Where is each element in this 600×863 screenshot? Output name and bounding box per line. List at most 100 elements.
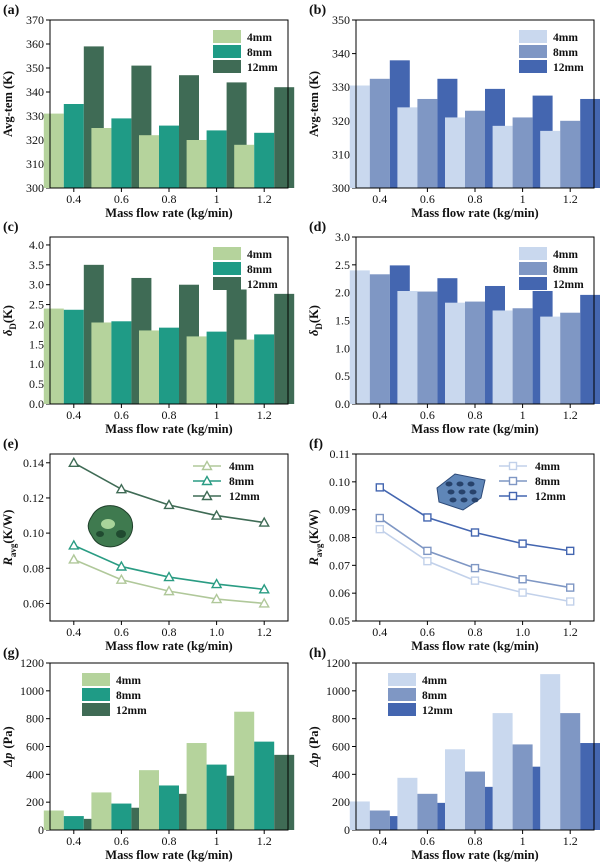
x-tick-label: 1.2 bbox=[563, 625, 578, 639]
x-tick-label: 0.4 bbox=[372, 408, 387, 422]
data-point bbox=[470, 576, 480, 585]
legend-swatch bbox=[213, 60, 241, 73]
x-tick-label: 1.2 bbox=[563, 192, 578, 206]
y-tick-label: 370 bbox=[26, 13, 44, 27]
bar bbox=[254, 741, 275, 830]
bar bbox=[445, 749, 465, 830]
x-tick-label: 0.8 bbox=[468, 834, 483, 848]
y-tick-label: 0.08 bbox=[329, 531, 350, 545]
y-axis-label-main: δ bbox=[1, 329, 15, 336]
bar bbox=[159, 785, 179, 830]
y-tick-label: 1200 bbox=[20, 656, 44, 670]
bar bbox=[540, 130, 561, 188]
y-tick-label: 3.0 bbox=[29, 278, 44, 292]
x-tick-label: 0.8 bbox=[468, 625, 483, 639]
y-tick-label: 300 bbox=[332, 181, 350, 195]
x-tick-label: 0.8 bbox=[162, 192, 177, 206]
y-tick-label: 0.09 bbox=[329, 503, 350, 517]
y-tick-label: 800 bbox=[332, 712, 350, 726]
bar bbox=[492, 310, 513, 404]
legend-swatch bbox=[213, 277, 241, 290]
y-axis-label: Δp (Pa) bbox=[307, 726, 321, 767]
y-axis-label-sub: D bbox=[8, 323, 18, 330]
x-axis-label: Mass flow rate (kg/min) bbox=[411, 206, 538, 220]
legend-swatch bbox=[388, 688, 416, 701]
y-tick-label: 1200 bbox=[326, 656, 350, 670]
y-tick-label: 400 bbox=[332, 767, 350, 781]
bar bbox=[186, 743, 207, 830]
y-tick-label: 4.0 bbox=[29, 238, 44, 252]
x-tick-label: 0.6 bbox=[420, 625, 435, 639]
y-tick-label: 0.12 bbox=[23, 491, 44, 505]
plot-frame bbox=[49, 19, 289, 189]
y-tick-label: 3.5 bbox=[29, 258, 44, 272]
y-tick-label: 1.5 bbox=[29, 337, 44, 351]
x-tick-label: 0.6 bbox=[420, 834, 435, 848]
y-tick-label: 1000 bbox=[20, 684, 44, 698]
lattice-hole bbox=[116, 530, 126, 538]
bar bbox=[492, 713, 513, 830]
y-axis-label-main: Avg-tem (K) bbox=[1, 71, 15, 137]
x-tick-label: 0.6 bbox=[114, 408, 129, 422]
x-tick-label: 0.6 bbox=[420, 192, 435, 206]
y-tick-label: 0.06 bbox=[23, 596, 44, 610]
legend-label: 12mm bbox=[116, 705, 147, 717]
x-tick-label: 0.4 bbox=[372, 834, 387, 848]
bar bbox=[234, 339, 255, 404]
data-point bbox=[115, 560, 128, 571]
y-axis-label-sub: avg bbox=[314, 543, 324, 557]
data-point bbox=[375, 483, 384, 492]
legend-label: 12mm bbox=[422, 705, 453, 717]
bar bbox=[254, 132, 275, 188]
bar bbox=[465, 301, 485, 404]
bar bbox=[274, 293, 295, 404]
x-axis-label: Mass flow rate (kg/min) bbox=[411, 848, 538, 862]
panel-label: (c) bbox=[3, 220, 19, 235]
x-axis-label: Mass flow rate (kg/min) bbox=[105, 639, 232, 653]
legend-swatch bbox=[213, 262, 241, 275]
bar bbox=[369, 810, 390, 830]
bar bbox=[492, 125, 513, 188]
bar bbox=[417, 291, 438, 404]
y-axis-label-unit: (Pa) bbox=[307, 726, 321, 748]
legend-label: 4mm bbox=[247, 32, 272, 44]
y-tick-label: 1.5 bbox=[335, 314, 350, 328]
legend-label: 8mm bbox=[116, 690, 141, 702]
y-axis-label-main: R bbox=[307, 557, 321, 566]
series-line bbox=[73, 558, 265, 605]
series-line bbox=[73, 544, 265, 591]
legend-label: 8mm bbox=[422, 690, 447, 702]
y-axis-label: Avg-tem (K) bbox=[307, 71, 321, 137]
y-axis-label-main: Δp bbox=[307, 753, 321, 768]
chart-panel: (f) 0.05 0.06 0.07 0.08 0.09 0.10 0.11 Ravg(K/W)… bbox=[307, 437, 595, 653]
y-tick-label: 0.06 bbox=[329, 586, 350, 600]
y-axis-label: Δp (Pa) bbox=[1, 726, 15, 767]
y-tick-label: 0.10 bbox=[23, 526, 44, 540]
chart-panel: (e) 0.06 0.08 0.10 0.12 0.14 Ravg(K/W) Mass flo… bbox=[1, 437, 289, 653]
chart-panel: (g) 0 200 400 600 800 1000 1200 Δp (Pa) Mass flow … bbox=[1, 646, 295, 862]
bar bbox=[397, 290, 418, 404]
y-tick-label: 0.0 bbox=[335, 397, 350, 411]
legend-label: 8mm bbox=[247, 47, 272, 59]
y-tick-label: 0.07 bbox=[329, 558, 350, 572]
x-tick-label: 1 bbox=[214, 408, 220, 422]
x-tick-label: 0.4 bbox=[372, 192, 387, 206]
data-point bbox=[375, 524, 384, 534]
data-point bbox=[68, 456, 80, 467]
bar bbox=[206, 130, 227, 188]
data-point bbox=[201, 475, 213, 486]
bar bbox=[91, 128, 112, 188]
y-axis-label: δD(K) bbox=[307, 305, 324, 336]
bar bbox=[206, 764, 227, 830]
lattice-hole bbox=[449, 497, 457, 503]
bar bbox=[234, 711, 255, 830]
x-tick-label: 0.6 bbox=[114, 625, 129, 639]
y-axis-label: Ravg(K/W) bbox=[1, 510, 18, 567]
data-point bbox=[518, 539, 527, 548]
x-tick-label: 0.8 bbox=[162, 834, 177, 848]
plot-frame bbox=[49, 453, 289, 622]
bar bbox=[43, 308, 64, 404]
data-point bbox=[115, 573, 128, 584]
legend-label: 12mm bbox=[247, 279, 278, 291]
